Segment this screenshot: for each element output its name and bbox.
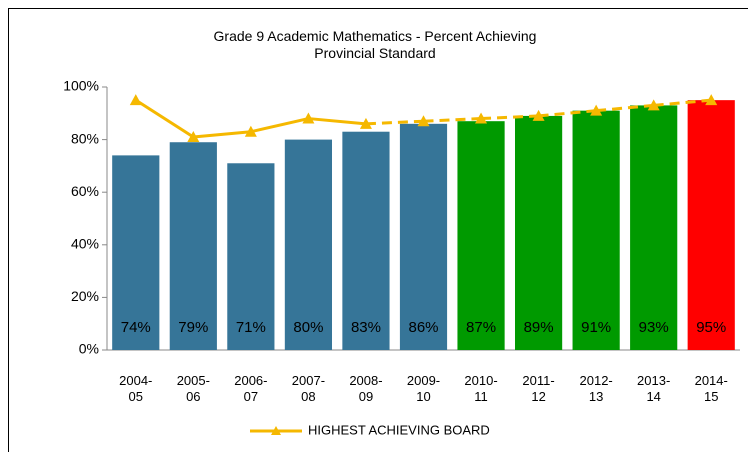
- y-tick-label: 20%: [71, 288, 99, 304]
- line-marker: [417, 115, 430, 127]
- line-marker: [590, 104, 603, 116]
- bar-value-label: 87%: [466, 319, 496, 336]
- chart-border: [8, 8, 748, 452]
- line-segment: [595, 103, 654, 113]
- bar: [514, 115, 563, 351]
- bar: [342, 131, 390, 350]
- bar-value-label: 80%: [293, 319, 323, 336]
- line-segment: [423, 117, 482, 123]
- x-tick-label: 2009-10: [406, 373, 441, 404]
- bar-value-label: 79%: [178, 319, 208, 336]
- y-tick-label: 100%: [63, 78, 99, 94]
- x-tick-label: 2011-12: [522, 373, 555, 404]
- line-segment: [250, 117, 309, 134]
- bar: [227, 163, 275, 350]
- bar: [572, 110, 620, 350]
- bar: [169, 142, 217, 350]
- x-tick-label: 2006-07: [234, 373, 268, 404]
- x-tick-label: 2014-15: [694, 373, 728, 404]
- bar: [457, 121, 505, 350]
- bar-value-label: 71%: [236, 319, 266, 336]
- bar: [399, 123, 448, 350]
- line-segment: [653, 98, 712, 107]
- bar-value-label: 89%: [524, 319, 554, 336]
- line-segment: [365, 119, 424, 126]
- line-marker: [129, 94, 142, 106]
- line-segment: [538, 109, 597, 118]
- bar-value-label: 86%: [408, 319, 438, 336]
- line-marker: [359, 117, 372, 129]
- y-tick-label: 80%: [71, 130, 99, 146]
- bar: [284, 139, 333, 350]
- line-marker: [187, 130, 200, 142]
- bar: [687, 100, 735, 351]
- x-tick-label: 2012-13: [579, 373, 613, 404]
- x-tick-label: 2013-14: [637, 373, 671, 404]
- x-tick-label: 2005-06: [176, 373, 210, 404]
- y-tick-label: 0%: [79, 341, 99, 357]
- x-tick-label: 2004-05: [119, 373, 153, 404]
- legend-label: HIGHEST ACHIEVING BOARD: [308, 422, 490, 437]
- bar-value-label: 74%: [121, 319, 151, 336]
- y-tick-label: 40%: [71, 236, 99, 252]
- bar-value-label: 83%: [351, 319, 381, 336]
- x-tick-label: 2010-11: [464, 373, 498, 404]
- x-tick-label: 2007-08: [291, 373, 326, 404]
- bar-value-label: 95%: [696, 319, 726, 336]
- line-marker: [302, 112, 315, 124]
- bar-value-label: 93%: [639, 319, 669, 336]
- line-marker: [705, 94, 718, 106]
- legend-marker: [271, 426, 281, 435]
- line-segment: [480, 114, 539, 121]
- bar: [630, 105, 678, 350]
- y-tick-label: 60%: [71, 183, 99, 199]
- bar-value-label: 91%: [581, 319, 611, 336]
- line-segment: [134, 98, 195, 139]
- chart-title: Grade 9 Academic Mathematics - Percent A…: [213, 28, 537, 61]
- line-segment: [308, 117, 367, 126]
- line-marker: [532, 109, 545, 121]
- line-marker: [244, 125, 257, 137]
- bar: [112, 155, 160, 350]
- line-marker: [647, 99, 660, 111]
- line-marker: [475, 112, 488, 124]
- line-segment: [193, 130, 252, 139]
- x-tick-label: 2008-09: [349, 373, 383, 404]
